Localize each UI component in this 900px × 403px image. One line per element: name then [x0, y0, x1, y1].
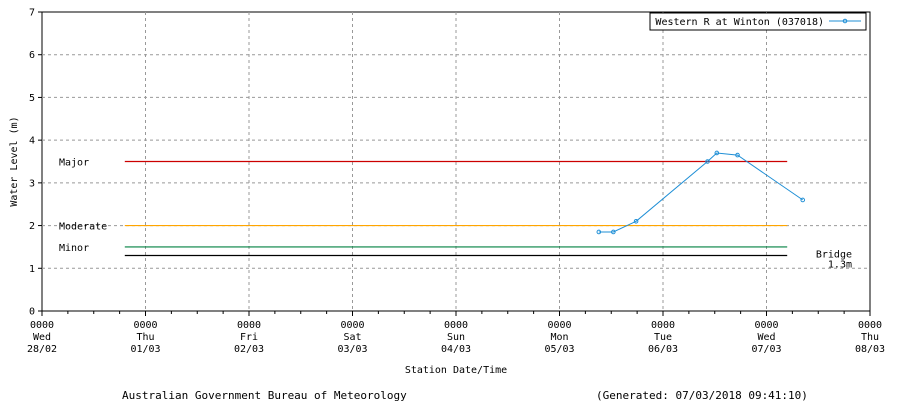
x-tick-day: Fri [240, 332, 258, 343]
x-tick-time: 0000 [237, 320, 261, 331]
y-tick-label: 3 [29, 178, 35, 189]
x-tick-time: 0000 [444, 320, 468, 331]
legend-label: Western R at Winton (037018) [655, 17, 824, 28]
series-line [598, 152, 803, 233]
x-tick-time: 0000 [340, 320, 364, 331]
y-tick-label: 4 [29, 136, 35, 147]
x-tick-time: 0000 [651, 320, 675, 331]
x-tick-date: 07/03 [751, 344, 781, 355]
x-tick-date: 02/03 [234, 344, 264, 355]
x-tick-date: 06/03 [648, 344, 678, 355]
x-tick-date: 05/03 [544, 344, 574, 355]
x-tick-date: 03/03 [337, 344, 367, 355]
x-tick-date: 04/03 [441, 344, 471, 355]
y-tick-label: 0 [29, 307, 35, 318]
data-point [705, 159, 710, 164]
threshold-label-moderate: Moderate [59, 222, 107, 233]
x-tick-day: Tue [654, 332, 672, 343]
y-tick-label: 7 [29, 8, 35, 19]
x-tick-time: 0000 [547, 320, 571, 331]
x-axis-label: Station Date/Time [405, 365, 507, 376]
data-point [735, 152, 740, 158]
x-tick-time: 0000 [30, 320, 54, 331]
data-point [596, 229, 602, 235]
x-tick-day: Sun [447, 332, 465, 343]
threshold-label-major: Major [59, 158, 89, 169]
footer-generated: (Generated: 07/03/2018 09:41:10) [596, 389, 808, 402]
threshold-label-bridge: Bridge [816, 249, 852, 260]
y-tick-label: 2 [29, 221, 35, 232]
x-tick-time: 0000 [754, 320, 778, 331]
x-tick-date: 08/03 [855, 344, 885, 355]
x-tick-day: Wed [33, 332, 51, 343]
x-tick-day: Mon [550, 332, 568, 343]
footer-agency: Australian Government Bureau of Meteorol… [122, 389, 407, 402]
legend-box [649, 12, 867, 31]
threshold-label-minor: Minor [59, 243, 89, 254]
y-axis-label: Water Level (m) [9, 116, 20, 206]
x-tick-date: 28/02 [27, 344, 57, 355]
data-point [714, 150, 720, 156]
data-point [611, 229, 616, 235]
x-tick-date: 01/03 [130, 344, 160, 355]
y-tick-label: 6 [29, 50, 35, 61]
x-tick-day: Sat [343, 332, 361, 343]
y-tick-label: 1 [29, 264, 35, 275]
threshold-sublabel: 1.3m [828, 259, 852, 270]
legend-marker [842, 18, 848, 24]
x-tick-time: 0000 [858, 320, 882, 331]
data-point [633, 219, 639, 224]
data-point [800, 197, 806, 203]
x-tick-time: 0000 [133, 320, 157, 331]
x-tick-day: Thu [136, 332, 154, 343]
y-tick-label: 5 [29, 93, 35, 104]
x-tick-day: Thu [861, 332, 879, 343]
x-tick-day: Wed [757, 332, 775, 343]
